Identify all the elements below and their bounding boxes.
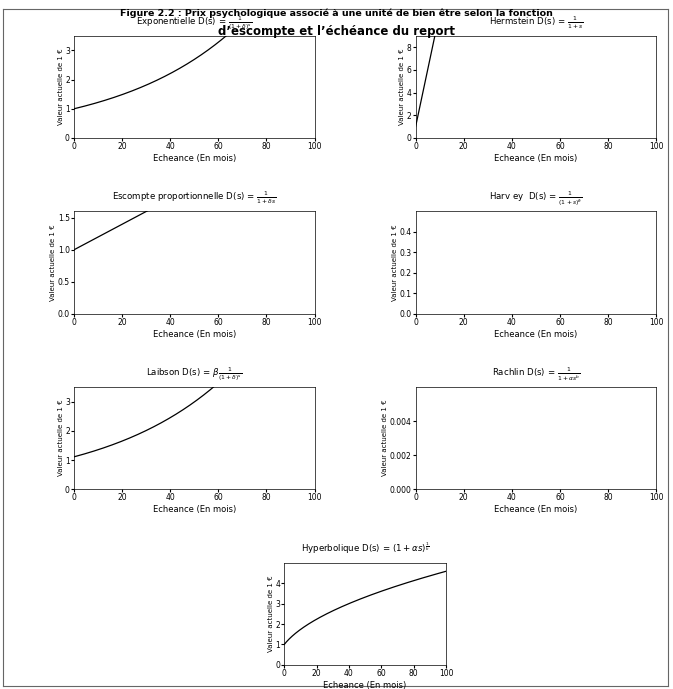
Title: Harv ey  D(s) = $\frac{1}{(1+s)^{\delta}}$: Harv ey D(s) = $\frac{1}{(1+s)^{\delta}}…	[489, 189, 583, 208]
Title: Rachlin D(s) = $\frac{1}{1+\alpha s^b}$: Rachlin D(s) = $\frac{1}{1+\alpha s^b}$	[491, 366, 580, 383]
Title: Hermstein D(s) = $\frac{1}{1+s}$: Hermstein D(s) = $\frac{1}{1+s}$	[489, 14, 583, 31]
Y-axis label: Valeur actuelle de 1 €: Valeur actuelle de 1 €	[399, 49, 405, 125]
X-axis label: Echeance (En mois): Echeance (En mois)	[153, 154, 236, 163]
Y-axis label: Valeur actuelle de 1 €: Valeur actuelle de 1 €	[58, 49, 64, 125]
Title: Exponentielle D(s) = $\frac{1}{(1+\delta)^s}$: Exponentielle D(s) = $\frac{1}{(1+\delta…	[136, 14, 252, 32]
X-axis label: Echeance (En mois): Echeance (En mois)	[153, 329, 236, 338]
Title: Escompte proportionnelle D(s) = $\frac{1}{1+\delta s}$: Escompte proportionnelle D(s) = $\frac{1…	[112, 190, 277, 207]
X-axis label: Echeance (En mois): Echeance (En mois)	[324, 681, 406, 689]
Y-axis label: Valeur actuelle de 1 €: Valeur actuelle de 1 €	[392, 224, 398, 301]
Y-axis label: Valeur actuelle de 1 €: Valeur actuelle de 1 €	[382, 400, 388, 477]
Title: Laibson D(s) = $\beta\frac{1}{(1+\delta)^s}$: Laibson D(s) = $\beta\frac{1}{(1+\delta)…	[146, 365, 242, 383]
Y-axis label: Valeur actuelle de 1 €: Valeur actuelle de 1 €	[50, 224, 57, 301]
X-axis label: Echeance (En mois): Echeance (En mois)	[494, 505, 577, 514]
X-axis label: Echeance (En mois): Echeance (En mois)	[494, 329, 577, 338]
Text: d’escompte et l’échéance du report: d’escompte et l’échéance du report	[218, 25, 455, 39]
Text: Figure 2.2 : Prix psychologique associé à une unité de bien être selon la foncti: Figure 2.2 : Prix psychologique associé …	[120, 8, 553, 18]
Y-axis label: Valeur actuelle de 1 €: Valeur actuelle de 1 €	[268, 575, 274, 652]
Y-axis label: Valeur actuelle de 1 €: Valeur actuelle de 1 €	[58, 400, 64, 477]
Title: Hyperbolique D(s) = $(1+\alpha s)^{\frac{1}{k}}$: Hyperbolique D(s) = $(1+\alpha s)^{\frac…	[301, 540, 429, 555]
X-axis label: Echeance (En mois): Echeance (En mois)	[153, 505, 236, 514]
X-axis label: Echeance (En mois): Echeance (En mois)	[494, 154, 577, 163]
